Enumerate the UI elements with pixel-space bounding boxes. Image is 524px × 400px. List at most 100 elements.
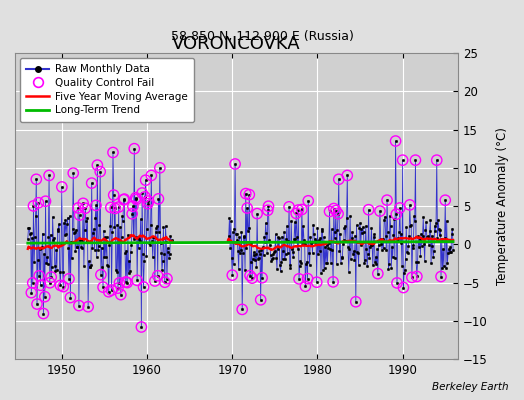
Point [396,205,404,211]
Point [352,298,360,305]
Point [413,273,421,280]
Point [75,212,84,218]
Point [65,276,73,282]
Point [88,180,96,186]
Point [332,207,340,214]
Point [398,157,407,163]
Point [138,190,146,196]
Point [228,272,236,278]
Point [129,203,137,210]
Point [325,208,334,215]
Point [120,196,128,202]
Point [246,272,254,279]
Point [41,294,49,300]
Point [92,202,100,208]
Point [335,176,343,182]
Point [329,279,337,285]
Point [59,284,68,290]
Point [75,302,83,309]
Point [303,276,312,282]
Point [56,282,64,288]
Point [133,277,141,284]
Point [258,274,266,281]
Point [433,157,441,163]
Point [144,200,152,207]
Point [130,146,138,152]
Point [295,276,303,282]
Point [374,270,382,277]
Point [36,282,45,288]
Point [437,273,445,280]
Point [33,301,41,307]
Point [392,211,400,218]
Point [294,207,302,213]
Point [147,172,156,179]
Point [111,205,119,212]
Point [114,204,123,210]
Point [156,165,164,171]
Point [406,202,414,208]
Point [343,172,352,179]
Point [45,172,53,179]
Point [58,184,66,190]
Point [107,204,115,211]
Point [104,288,113,295]
Point [115,280,124,286]
Point [238,306,246,312]
Point [248,275,256,281]
Point [399,284,408,291]
Point [304,198,312,204]
Point [97,272,105,278]
Point [383,197,391,203]
Point [334,210,342,217]
Point [154,272,162,279]
Point [391,138,400,144]
Point [123,280,132,286]
Point [39,310,48,317]
Point [110,192,118,198]
Point [74,205,82,211]
Point [253,210,261,217]
Point [301,283,310,290]
Point [119,196,128,203]
Point [364,206,373,213]
Point [264,203,272,210]
Point [93,162,102,168]
Point [441,197,450,204]
Point [117,292,125,298]
Point [32,176,40,182]
Point [264,207,272,214]
Point [376,208,384,214]
Legend: Raw Monthly Data, Quality Control Fail, Five Year Moving Average, Long-Term Tren: Raw Monthly Data, Quality Control Fail, … [20,58,193,122]
Point [313,279,321,285]
Point [46,280,54,286]
Point [408,274,416,280]
Point [141,194,149,200]
Point [84,304,92,310]
Point [231,161,239,167]
Point [285,204,293,210]
Point [292,210,300,217]
Point [66,294,74,301]
Point [99,284,107,290]
Point [393,280,401,286]
Point [35,273,43,279]
Point [144,198,152,204]
Point [298,206,306,213]
Point [256,297,265,303]
Point [128,210,136,217]
Point [245,191,254,198]
Point [141,177,150,184]
Point [163,275,171,282]
Point [107,287,116,293]
Point [47,274,56,280]
Point [109,149,117,156]
Point [29,203,38,209]
Point [137,324,146,330]
Point [330,205,338,212]
Point [122,279,130,285]
Point [243,205,252,211]
Text: Berkeley Earth: Berkeley Earth [432,382,508,392]
Point [161,279,169,286]
Point [151,278,159,284]
